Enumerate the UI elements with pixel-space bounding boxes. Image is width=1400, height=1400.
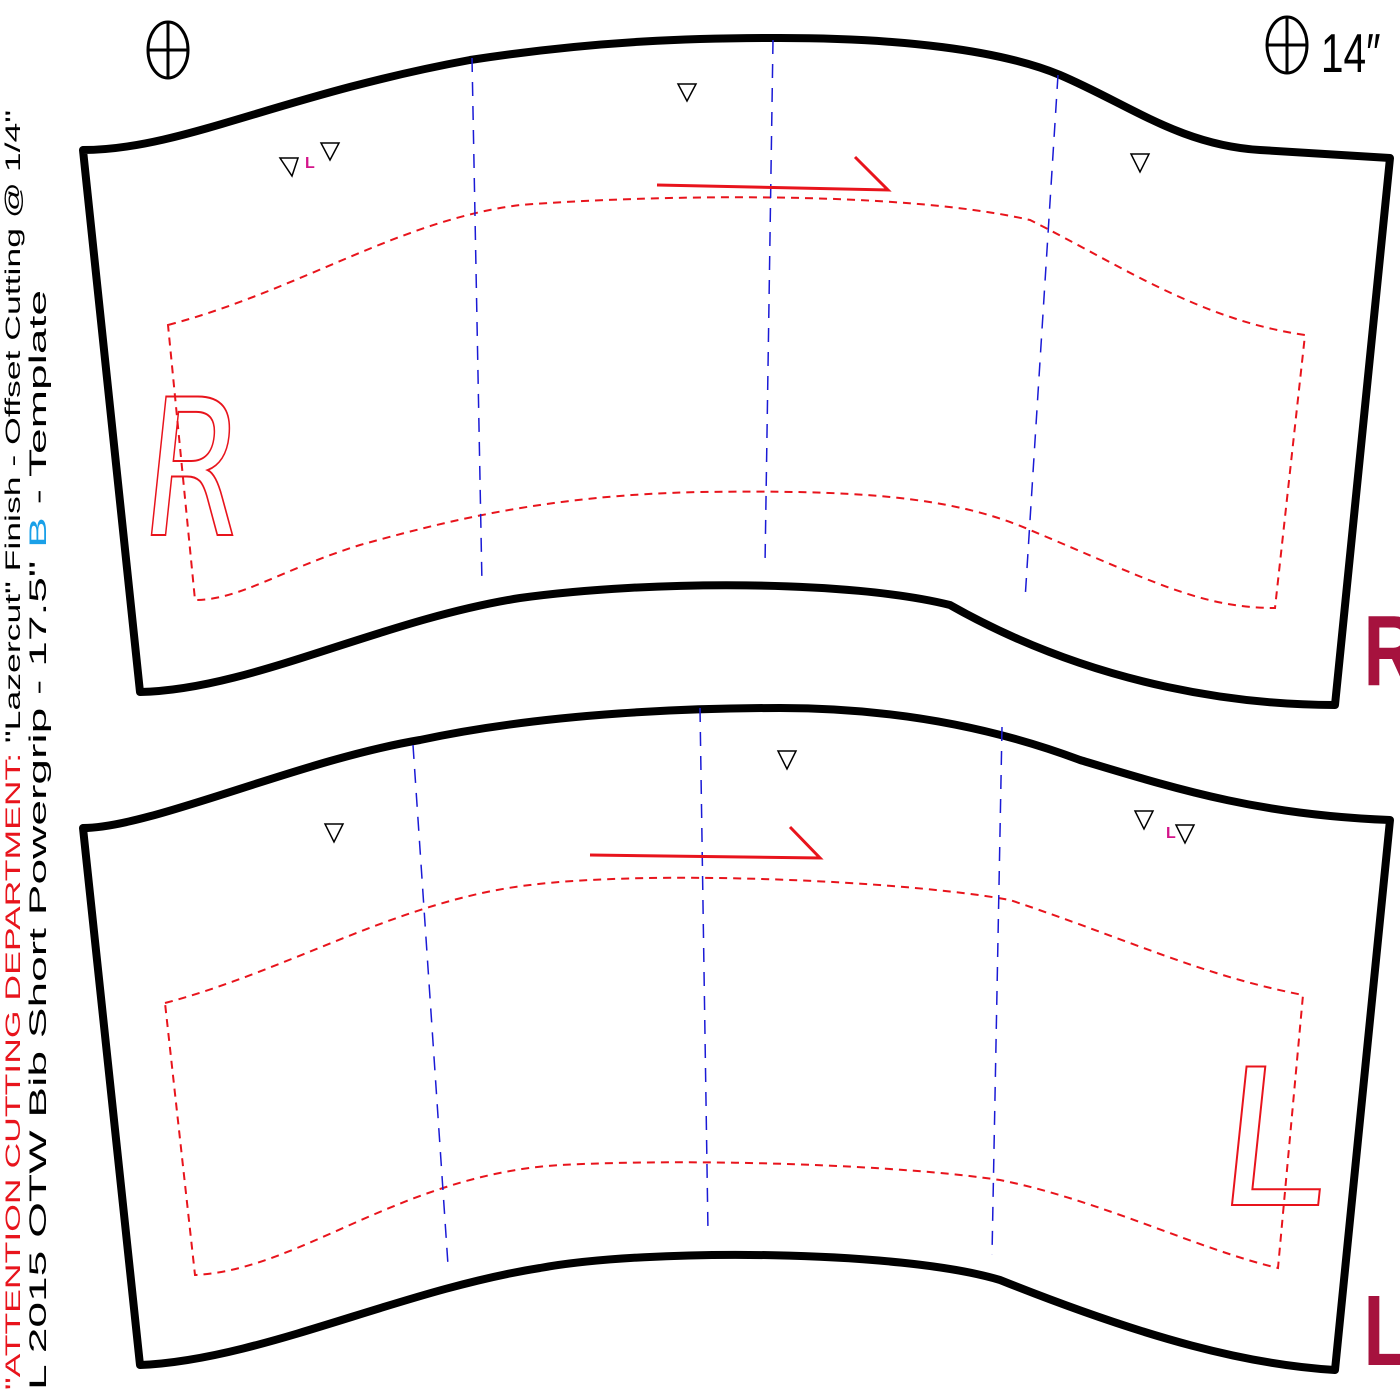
notch-mark: L	[1166, 825, 1176, 842]
notch	[1174, 824, 1196, 845]
piece-outline	[79, 704, 1394, 1374]
template-size: L 2015 OTW Bib Short Powergrip - 17.5"	[25, 548, 52, 1390]
attention-text: "ATTENTION CUTTING DEPARTMENT:	[2, 753, 25, 1390]
piece-letter: L	[1209, 1028, 1338, 1249]
registration-mark	[146, 20, 190, 80]
side-label: L	[1364, 1274, 1400, 1386]
fold-line	[699, 707, 709, 1233]
notch	[278, 157, 300, 178]
notch	[1129, 153, 1151, 174]
fold-line	[991, 726, 1003, 1256]
side-label: R	[1364, 594, 1400, 706]
notch	[1133, 810, 1155, 831]
size-mark: 14″	[1321, 23, 1381, 84]
fold-line	[764, 39, 774, 566]
piece-letter: R	[133, 359, 255, 580]
cutting-note: "ATTENTION CUTTING DEPARTMENT: "Lazercut…	[2, 110, 25, 1390]
fold-line	[471, 57, 483, 586]
finish-text: "Lazercut" Finish - Offset Cutting @ 1/4…	[2, 110, 25, 753]
registration-mark	[1265, 15, 1309, 75]
template-suffix: - Template	[25, 290, 52, 517]
notch	[676, 83, 698, 103]
notch-mark: L	[305, 155, 315, 172]
template-note: L 2015 OTW Bib Short Powergrip - 17.5" B…	[25, 290, 52, 1390]
notch	[323, 823, 345, 844]
seam-line	[166, 196, 1307, 610]
notch	[319, 142, 341, 162]
fold-line	[412, 744, 449, 1266]
grain-arrow	[656, 155, 892, 192]
seam-line	[163, 876, 1305, 1277]
piece-outline	[79, 34, 1394, 709]
grain-arrow	[589, 825, 824, 860]
fold-line	[1024, 74, 1059, 601]
notch	[776, 750, 798, 771]
template-variant: B	[25, 517, 52, 548]
